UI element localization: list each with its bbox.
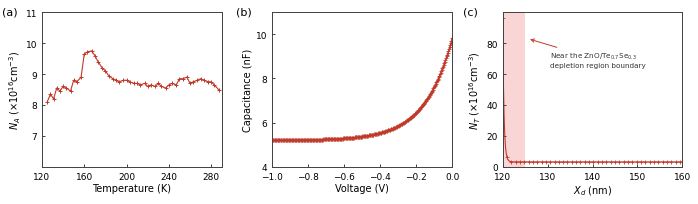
- Y-axis label: $N_T$ ($\times10^{16}$cm$^{-3}$): $N_T$ ($\times10^{16}$cm$^{-3}$): [468, 51, 484, 129]
- Text: (c): (c): [463, 7, 478, 17]
- X-axis label: Temperature (K): Temperature (K): [92, 184, 171, 194]
- Text: (b): (b): [237, 7, 252, 17]
- X-axis label: Voltage (V): Voltage (V): [335, 184, 389, 194]
- Text: Near the ZnO/Te$_{0.7}$Se$_{0.3}$
depletion region boundary: Near the ZnO/Te$_{0.7}$Se$_{0.3}$ deplet…: [531, 40, 646, 69]
- Text: (a): (a): [2, 7, 18, 17]
- Bar: [503, 13, 525, 167]
- Y-axis label: $N_A$ ($\times10^{16}$cm$^{-3}$): $N_A$ ($\times10^{16}$cm$^{-3}$): [8, 51, 23, 130]
- Y-axis label: Capacitance (nF): Capacitance (nF): [243, 49, 253, 132]
- X-axis label: $X_d$ (nm): $X_d$ (nm): [573, 184, 612, 197]
